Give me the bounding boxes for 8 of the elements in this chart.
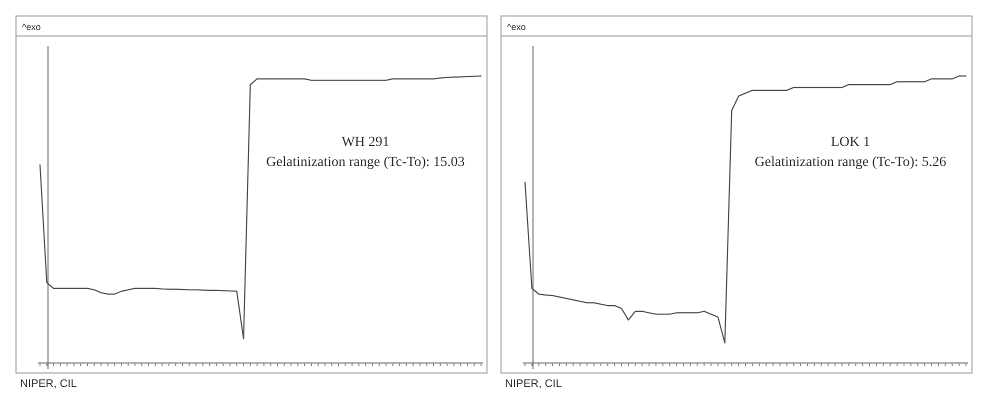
text: NIPER, CIL bbox=[20, 378, 77, 390]
y-axis-title: ^exo bbox=[507, 22, 526, 32]
annotation: WH 291 bbox=[342, 135, 390, 150]
annotation: Gelatinization range (Tc-To): 5.26 bbox=[754, 155, 946, 170]
y-axis-title: ^exo bbox=[22, 22, 41, 32]
annotation: Gelatinization range (Tc-To): 15.03 bbox=[266, 155, 465, 170]
annotation: LOK 1 bbox=[830, 135, 870, 150]
text: NIPER, CIL bbox=[505, 378, 562, 390]
